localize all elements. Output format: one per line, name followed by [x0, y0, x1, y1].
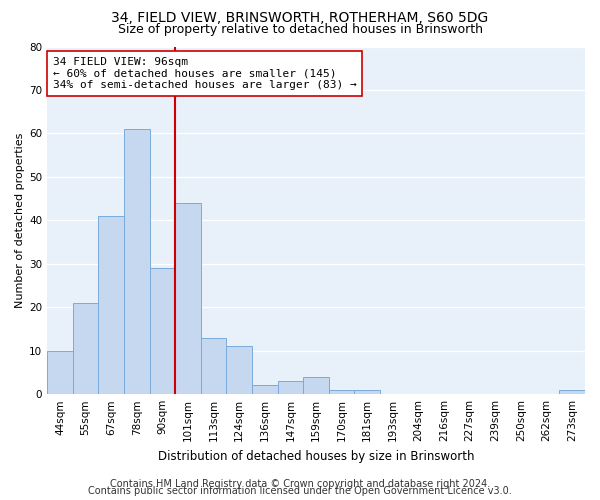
Text: Contains public sector information licensed under the Open Government Licence v3: Contains public sector information licen…: [88, 486, 512, 496]
Bar: [47, 350, 73, 394]
Y-axis label: Number of detached properties: Number of detached properties: [15, 132, 25, 308]
X-axis label: Distribution of detached houses by size in Brinsworth: Distribution of detached houses by size …: [158, 450, 475, 462]
Bar: [559, 390, 585, 394]
Bar: [226, 346, 252, 394]
Bar: [73, 303, 98, 394]
Bar: [329, 390, 355, 394]
Text: Size of property relative to detached houses in Brinsworth: Size of property relative to detached ho…: [118, 23, 482, 36]
Bar: [278, 381, 303, 394]
Bar: [175, 203, 201, 394]
Bar: [149, 268, 175, 394]
Bar: [124, 129, 149, 394]
Text: 34, FIELD VIEW, BRINSWORTH, ROTHERHAM, S60 5DG: 34, FIELD VIEW, BRINSWORTH, ROTHERHAM, S…: [112, 12, 488, 26]
Bar: [98, 216, 124, 394]
Bar: [303, 377, 329, 394]
Text: Contains HM Land Registry data © Crown copyright and database right 2024.: Contains HM Land Registry data © Crown c…: [110, 479, 490, 489]
Bar: [252, 386, 278, 394]
Text: 34 FIELD VIEW: 96sqm
← 60% of detached houses are smaller (145)
34% of semi-deta: 34 FIELD VIEW: 96sqm ← 60% of detached h…: [53, 57, 356, 90]
Bar: [201, 338, 226, 394]
Bar: [355, 390, 380, 394]
